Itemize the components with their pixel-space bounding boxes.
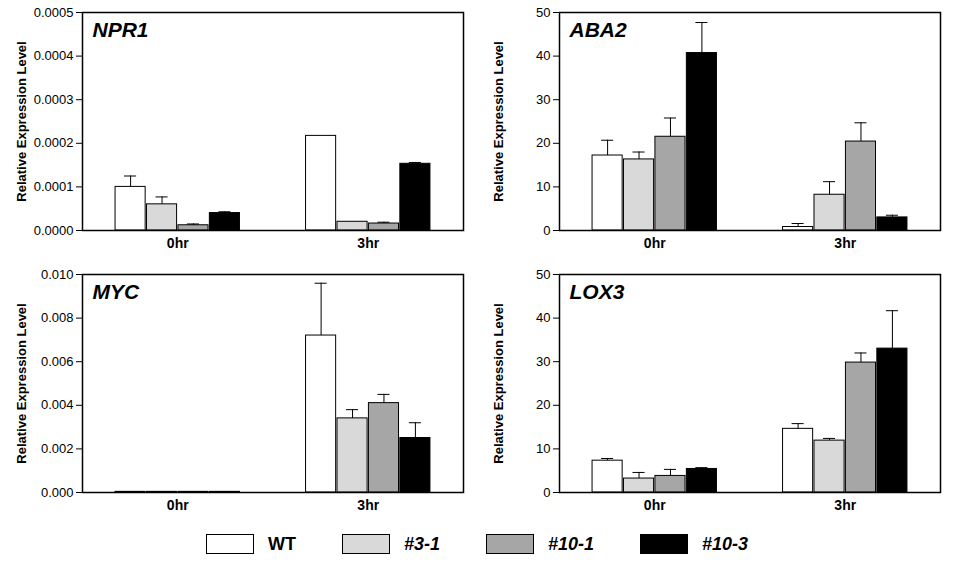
svg-text:40: 40 bbox=[536, 48, 550, 63]
svg-text:0: 0 bbox=[543, 223, 550, 238]
svg-text:Relative Expression Level: Relative Expression Level bbox=[14, 303, 29, 463]
svg-text:0.0000: 0.0000 bbox=[34, 223, 74, 238]
svg-text:0hr: 0hr bbox=[644, 235, 666, 251]
svg-text:20: 20 bbox=[536, 397, 550, 412]
svg-text:0.006: 0.006 bbox=[41, 354, 74, 369]
svg-text:Relative Expression Level: Relative Expression Level bbox=[14, 41, 29, 201]
svg-text:40: 40 bbox=[536, 310, 550, 325]
svg-text:0hr: 0hr bbox=[167, 497, 189, 513]
svg-text:0.0002: 0.0002 bbox=[34, 135, 74, 150]
svg-text:3hr: 3hr bbox=[834, 235, 856, 251]
svg-text:0.008: 0.008 bbox=[41, 310, 74, 325]
svg-text:0.0001: 0.0001 bbox=[34, 179, 74, 194]
html-text:#10-1: #10-1 bbox=[548, 533, 594, 554]
svg-text:0.000: 0.000 bbox=[41, 485, 74, 500]
svg-text:0.004: 0.004 bbox=[41, 397, 74, 412]
svg-text:3hr: 3hr bbox=[357, 497, 379, 513]
html-text:#10-3: #10-3 bbox=[702, 533, 748, 554]
svg-text:30: 30 bbox=[536, 92, 550, 107]
html-text:WT: WT bbox=[267, 533, 296, 554]
svg-text:MYC: MYC bbox=[93, 280, 141, 303]
svg-text:0.010: 0.010 bbox=[41, 267, 74, 282]
svg-text:NPR1: NPR1 bbox=[93, 18, 149, 41]
svg-text:0hr: 0hr bbox=[644, 497, 666, 513]
svg-text:0.0003: 0.0003 bbox=[34, 92, 74, 107]
svg-text:30: 30 bbox=[536, 354, 550, 369]
svg-text:ABA2: ABA2 bbox=[569, 18, 627, 41]
svg-text:0.002: 0.002 bbox=[41, 441, 74, 456]
svg-text:3hr: 3hr bbox=[357, 235, 379, 251]
svg-text:0: 0 bbox=[543, 485, 550, 500]
svg-text:LOX3: LOX3 bbox=[570, 280, 625, 303]
svg-text:10: 10 bbox=[536, 441, 550, 456]
svg-text:20: 20 bbox=[536, 135, 550, 150]
svg-text:Relative Expression Level: Relative Expression Level bbox=[491, 303, 506, 463]
svg-text:10: 10 bbox=[536, 179, 550, 194]
svg-text:0.0005: 0.0005 bbox=[34, 5, 74, 20]
svg-text:0hr: 0hr bbox=[167, 235, 189, 251]
html-text:#3-1: #3-1 bbox=[403, 533, 440, 554]
svg-text:Relative Expression Level: Relative Expression Level bbox=[491, 41, 506, 201]
svg-text:3hr: 3hr bbox=[834, 497, 856, 513]
svg-text:50: 50 bbox=[536, 267, 550, 282]
svg-text:0.0004: 0.0004 bbox=[34, 48, 74, 63]
svg-text:50: 50 bbox=[536, 5, 550, 20]
